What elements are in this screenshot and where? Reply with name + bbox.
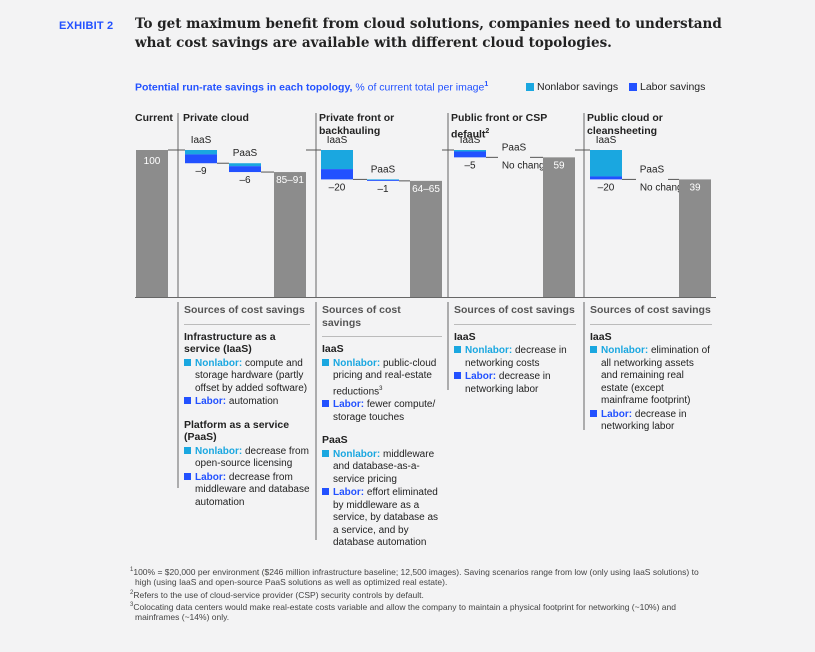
sources-private-cloud: Sources of cost savings Infrastructure a… — [184, 304, 310, 510]
paas-labor-item: Labor: decrease from middleware and data… — [184, 472, 310, 510]
paas-title: PaaS — [322, 434, 348, 447]
sources-public-front: Sources of cost savings IaaS Nonlabor: d… — [454, 304, 576, 397]
step-value-label: –9 — [195, 166, 207, 177]
step-label: PaaS — [371, 164, 396, 175]
paas-nonlabor-item: Nonlabor: decrease from open-source lice… — [184, 446, 310, 471]
step-label: IaaS — [460, 135, 481, 146]
iaas-nonlabor-item: Nonlabor: compute and storage hardware (… — [184, 358, 310, 396]
iaas-nonlabor-item: Nonlabor: decrease in networking costs — [454, 345, 576, 370]
labor-bar — [229, 166, 261, 173]
nonlabor-bar — [185, 150, 217, 155]
step-value-label: –20 — [598, 182, 615, 193]
nonlabor-bar — [229, 163, 261, 167]
labor-bar — [185, 154, 217, 164]
result-value-label: 64–65 — [412, 184, 440, 195]
result-bar — [274, 172, 306, 297]
result-bar — [679, 179, 711, 297]
step-label: PaaS — [502, 142, 527, 153]
sources-heading: Sources of cost savings — [184, 304, 310, 325]
footnote-3: 3Colocating data centers would make real… — [130, 601, 676, 623]
iaas-labor-item: Labor: decrease in networking labor — [454, 371, 576, 396]
step-label: IaaS — [191, 135, 212, 146]
legend-labor-label: Labor savings — [640, 81, 706, 93]
iaas-nonlabor-item: Nonlabor: elimination of all networking … — [590, 345, 712, 408]
current-bar — [136, 150, 168, 297]
nonlabor-bar — [321, 150, 353, 170]
iaas-labor-item: Labor: fewer compute/ storage touches — [322, 399, 442, 424]
paas-title: Platform as a service (PaaS) — [184, 418, 290, 444]
legend-nonlabor-swatch — [526, 83, 534, 91]
result-value-label: 85–91 — [276, 175, 304, 186]
nonlabor-bar — [367, 179, 399, 180]
nonlabor-bar — [454, 150, 486, 152]
current-column-label: Current — [135, 112, 173, 124]
column-heading-public-front: Public front or CSP default2 — [451, 112, 548, 141]
step-value-label: No change — [640, 182, 689, 193]
step-value-label: No change — [502, 160, 551, 171]
step-value-label: –20 — [329, 182, 346, 193]
iaas-labor-item: Labor: decrease in networking labor — [590, 409, 712, 434]
sources-heading: Sources of cost savings — [322, 304, 442, 337]
nonlabor-bar — [590, 150, 622, 177]
column-heading-private-cloud: Private cloud — [183, 112, 249, 124]
legend-nonlabor-label: Nonlabor savings — [537, 81, 619, 93]
column-heading-private-front: Private front or backhauling — [319, 112, 395, 137]
labor-bar — [454, 151, 486, 158]
step-label: IaaS — [327, 135, 348, 146]
iaas-title: IaaS — [590, 330, 612, 343]
step-label: IaaS — [596, 135, 617, 146]
sources-heading: Sources of cost savings — [590, 304, 712, 325]
sources-public-cloud: Sources of cost savings IaaS Nonlabor: e… — [590, 304, 712, 435]
sources-heading: Sources of cost savings — [454, 304, 576, 325]
labor-bar — [590, 176, 622, 180]
sources-private-front: Sources of cost savings IaaS Nonlabor: p… — [322, 304, 442, 551]
footnote-1: 1100% = $20,000 per environment ($246 mi… — [130, 566, 699, 588]
labor-bar — [321, 169, 353, 180]
step-label: PaaS — [233, 148, 258, 159]
exhibit-label: EXHIBIT 2 — [59, 20, 114, 32]
footnotes: 1100% = $20,000 per environment ($246 mi… — [130, 565, 710, 623]
step-value-label: –1 — [377, 184, 389, 195]
legend-nonlabor: Nonlabor savings — [526, 81, 618, 93]
labor-bar — [367, 179, 399, 181]
chart-subtitle: Potential run-rate savings in each topol… — [135, 81, 488, 94]
result-value-label: 59 — [553, 160, 565, 171]
step-value-label: –6 — [239, 175, 251, 186]
current-value-label: 100 — [144, 156, 161, 167]
result-bar — [410, 180, 442, 297]
legend-labor-swatch — [629, 83, 637, 91]
iaas-nonlabor-item: Nonlabor: public-cloud pricing and real-… — [322, 358, 442, 399]
headline: To get maximum benefit from cloud soluti… — [135, 16, 722, 51]
subtitle-main: Potential run-rate savings in each topol… — [135, 81, 353, 94]
iaas-title: Infrastructure as a service (IaaS) — [184, 330, 276, 356]
result-value-label: 39 — [689, 182, 701, 193]
result-bar — [543, 157, 575, 297]
paas-nonlabor-item: Nonlabor: middleware and database-as-a-s… — [322, 449, 442, 487]
step-value-label: –5 — [464, 160, 476, 171]
iaas-labor-item: Labor: automation — [184, 396, 310, 409]
column-heading-public-cloud: Public cloud or cleansheeting — [587, 112, 663, 137]
paas-labor-item: Labor: effort eliminated by middleware a… — [322, 487, 442, 550]
step-label: PaaS — [640, 164, 665, 175]
subtitle-unit: % of current total per image — [352, 81, 485, 94]
legend-labor: Labor savings — [629, 81, 705, 93]
iaas-title: IaaS — [322, 343, 344, 355]
iaas-title: IaaS — [454, 330, 476, 343]
footnote-2: 2Refers to the use of cloud-service prov… — [130, 589, 424, 600]
subtitle-footnote-ref: 1 — [484, 81, 489, 88]
